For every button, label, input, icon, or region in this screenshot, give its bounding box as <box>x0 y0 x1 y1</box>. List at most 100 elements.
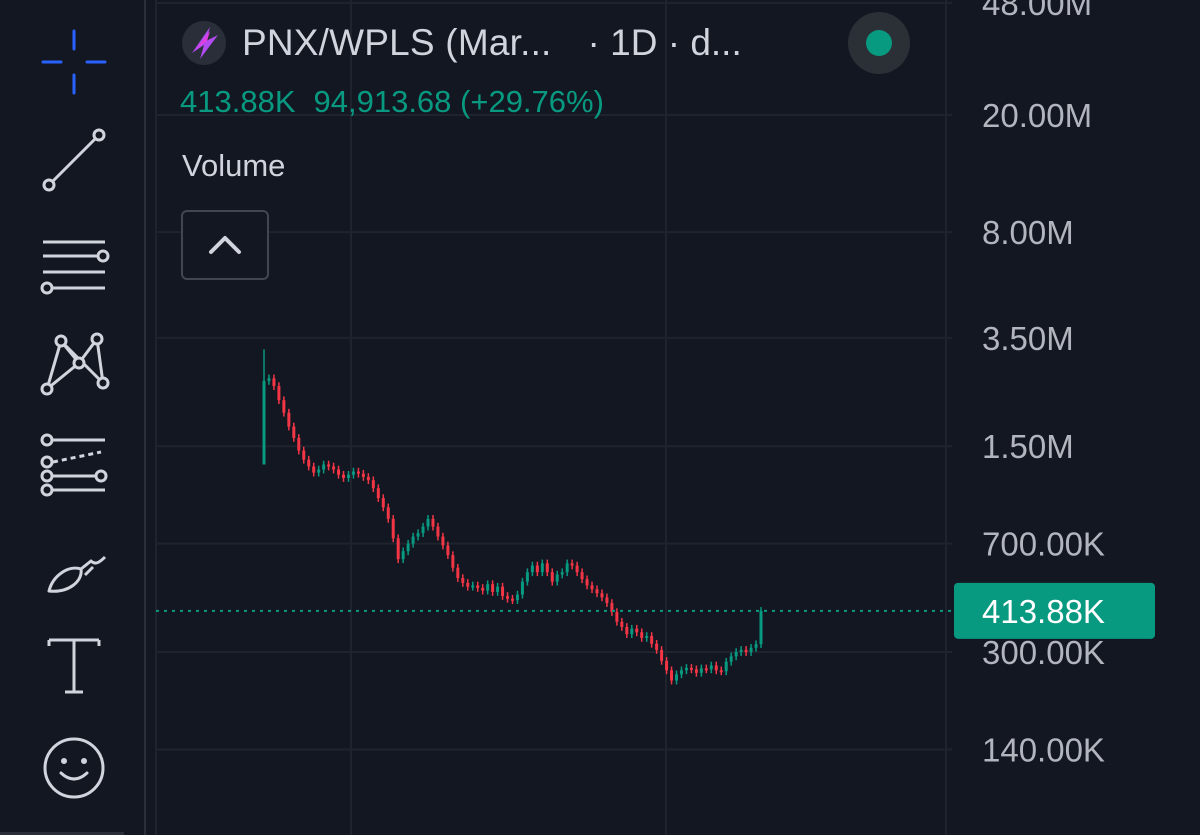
last-price-label: 413.88K <box>982 593 1105 630</box>
forecast-tool[interactable] <box>28 425 120 505</box>
candle-body <box>381 498 385 508</box>
candle-body <box>545 563 549 573</box>
candle-body <box>759 610 763 645</box>
candle-body <box>739 649 743 652</box>
candle-body <box>312 466 316 473</box>
candle-body <box>530 565 534 573</box>
candle-body <box>610 603 614 613</box>
projection-icon <box>40 433 108 497</box>
candle-body <box>351 471 355 475</box>
candle-body <box>491 584 495 592</box>
candle-body <box>327 464 331 467</box>
chart-pane[interactable]: 413.88K 48.00M 20.00M 8.00M 3.50M 1.50M 700.0… <box>146 0 1200 835</box>
candle-body <box>431 518 435 527</box>
candle-body <box>689 667 693 670</box>
candle-body <box>406 543 410 552</box>
candle-body <box>724 661 728 672</box>
collapse-legend-button[interactable] <box>181 210 269 280</box>
candle-body <box>600 593 604 598</box>
candle-body <box>679 670 683 675</box>
candle-body <box>361 473 365 477</box>
candle-body <box>640 632 644 638</box>
candle-body <box>540 563 544 573</box>
volume-indicator-label[interactable]: Volume <box>182 148 286 183</box>
market-status[interactable] <box>848 12 910 74</box>
xabcd-pattern-icon <box>40 332 110 396</box>
candle-body <box>501 586 505 596</box>
candle-body <box>411 536 415 544</box>
text-icon <box>47 638 101 694</box>
candle-body <box>451 555 455 568</box>
candle-body <box>466 582 470 587</box>
candle-body <box>292 426 296 438</box>
candle-body <box>401 551 405 560</box>
trend-line-tool[interactable] <box>28 120 120 200</box>
candle-body <box>307 459 311 467</box>
brush-tool[interactable] <box>28 530 120 610</box>
pattern-tool[interactable] <box>28 322 120 402</box>
candle-body <box>471 585 475 588</box>
y-axis-tick-label: 3.50M <box>982 320 1074 357</box>
candle-body <box>525 572 529 582</box>
candle-body <box>565 563 569 573</box>
trend-line-icon <box>42 128 106 192</box>
crosshair-tool[interactable] <box>28 22 120 102</box>
brush-icon <box>47 555 107 593</box>
candle-body <box>511 598 514 601</box>
candle-body <box>342 474 346 478</box>
candle-body <box>337 469 341 475</box>
y-axis-tick-label: 20.00M <box>982 97 1092 134</box>
candle-body <box>555 574 559 582</box>
candle-body <box>709 665 713 670</box>
candle-body <box>346 474 350 478</box>
candle-body <box>441 536 445 546</box>
candle-body <box>734 652 738 657</box>
candle-body <box>416 533 420 537</box>
candle-body <box>461 578 465 583</box>
toolbar-divider <box>0 832 124 835</box>
candle-body <box>675 674 679 681</box>
symbol-name: PNX/WPLS (Mar... <box>242 22 552 63</box>
legend-title[interactable]: PNX/WPLS (Mar... · 1D · d... <box>180 18 742 68</box>
candle-body <box>506 595 510 599</box>
emoji-tool[interactable] <box>28 728 120 808</box>
candle-body <box>396 538 400 560</box>
token-logo-icon <box>182 21 226 65</box>
candle-body <box>729 656 733 662</box>
candle-body <box>371 480 375 489</box>
interval-label: · 1D · d... <box>587 22 742 63</box>
price-chart[interactable]: 413.88K 48.00M 20.00M 8.00M 3.50M 1.50M 700.0… <box>146 0 1200 835</box>
y-axis-tick-label: 700.00K <box>982 526 1105 563</box>
candle-body <box>714 665 718 671</box>
horizontal-lines-icon <box>40 240 110 295</box>
market-status-dot <box>866 30 892 56</box>
candle-body <box>267 378 271 381</box>
text-tool[interactable] <box>28 625 120 705</box>
candle-body <box>684 667 688 671</box>
candle-body <box>317 469 321 473</box>
y-axis-tick-label: 140.00K <box>982 731 1105 768</box>
horizontal-lines-tool[interactable] <box>28 225 120 305</box>
candle-body <box>520 581 524 595</box>
candle-body <box>535 565 539 573</box>
candle-body <box>754 644 758 648</box>
candle-body <box>322 464 326 470</box>
candle-body <box>282 400 286 413</box>
candle-body <box>436 526 440 537</box>
y-axis-tick-label: 48.00M <box>982 0 1092 22</box>
candle-body <box>391 518 395 539</box>
smiley-icon <box>43 737 105 799</box>
candle-body <box>262 380 266 465</box>
last-price-badge <box>954 582 1155 639</box>
candle-body <box>446 545 450 556</box>
candle-body <box>595 589 599 594</box>
candle-body <box>650 635 654 644</box>
candle-body <box>560 572 564 575</box>
candle-body <box>302 450 306 460</box>
candle-body <box>660 649 664 661</box>
candle-body <box>486 584 490 591</box>
candle-body <box>426 518 430 527</box>
candle-body <box>585 579 589 586</box>
candle-body <box>590 585 594 590</box>
candle-body <box>615 612 619 622</box>
